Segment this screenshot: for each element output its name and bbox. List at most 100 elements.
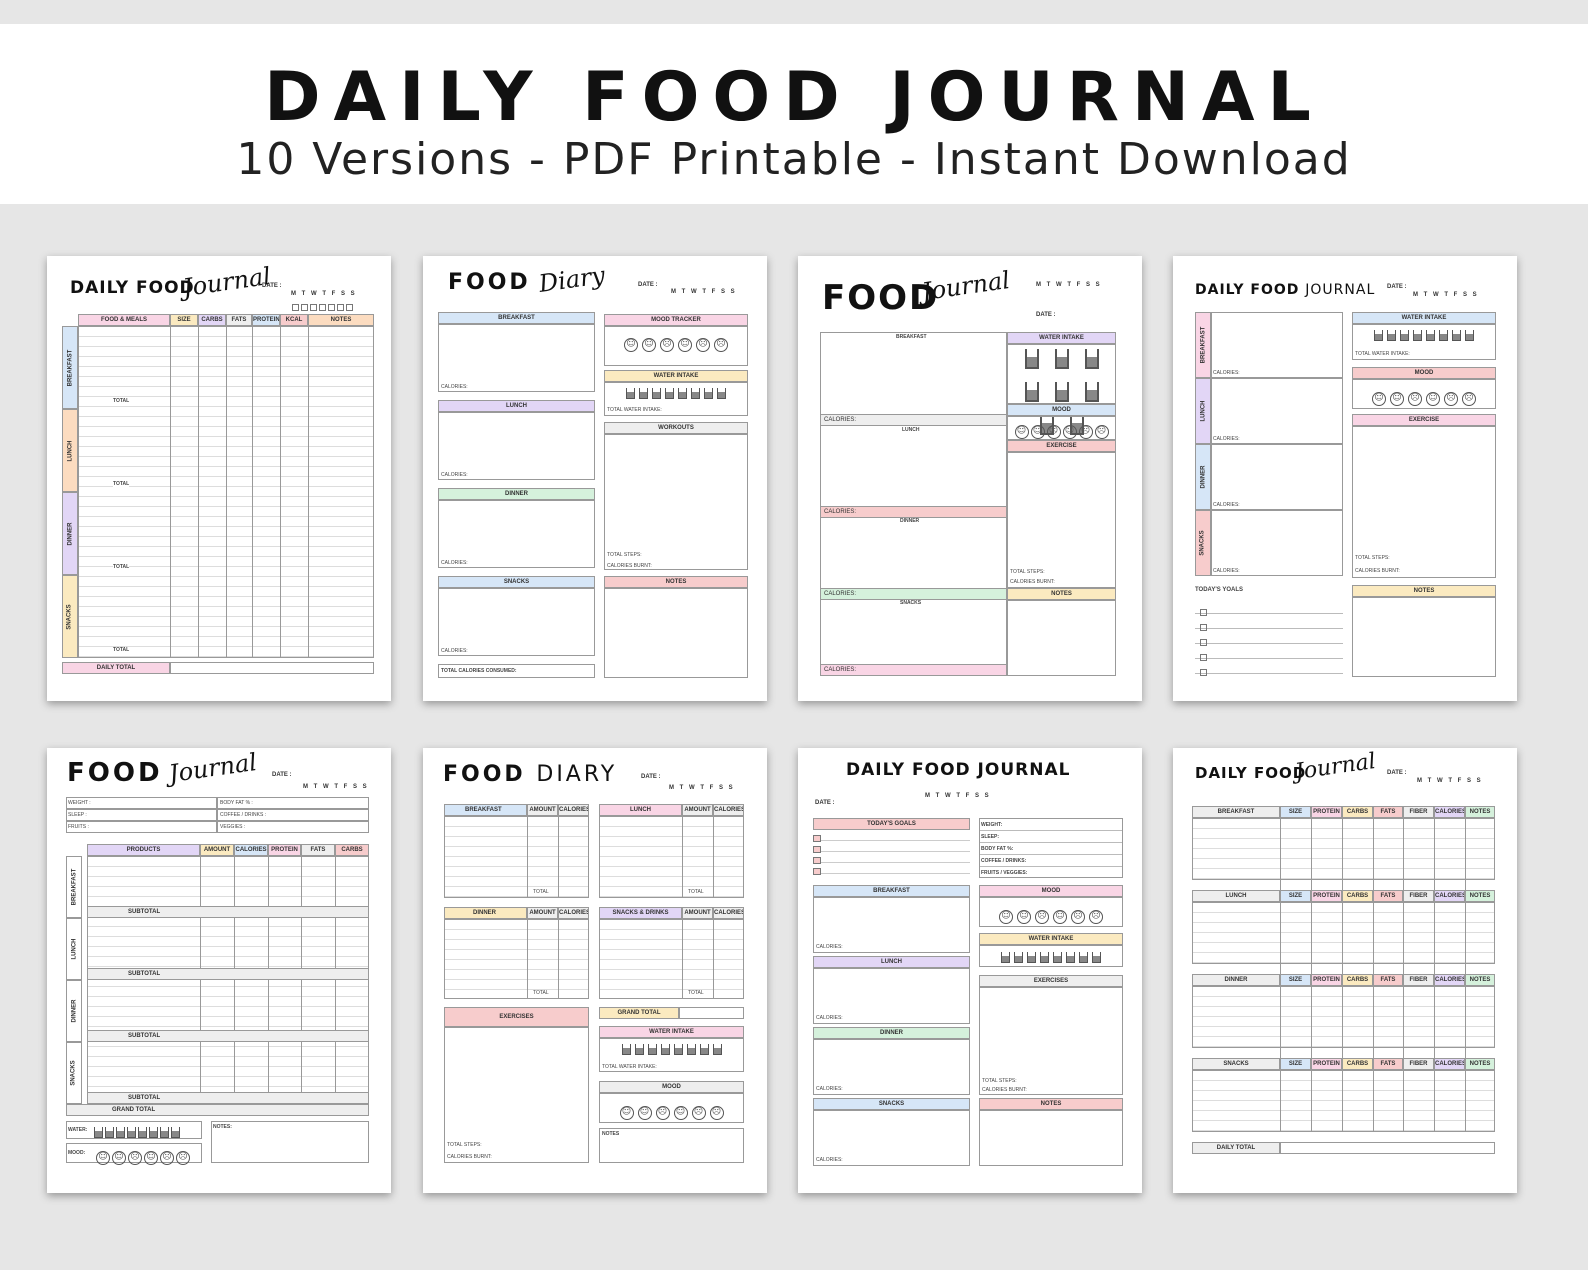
section-breakfast: BREAKFAST: [62, 326, 78, 409]
card-script-title: Diary: [537, 261, 607, 298]
label: FATS: [1373, 806, 1403, 818]
label: EXERCISES: [444, 1007, 589, 1027]
col-header: FATS: [226, 314, 252, 326]
label: PROTEIN: [1311, 974, 1342, 986]
weekday-labels: M T W T F S S: [669, 785, 735, 791]
preview-card-8: DAILY FOOD Journal DATE : M T W T F S S …: [1173, 748, 1517, 1193]
section-header: WORKOUTS: [604, 422, 748, 434]
weekday-checkboxes: [291, 298, 354, 316]
label: CALORIES: [558, 804, 589, 816]
label: MOOD: [979, 885, 1123, 897]
label: CALORIES:: [816, 944, 843, 950]
label: CALORIES: [1434, 1058, 1465, 1070]
label: TOTAL STEPS:: [447, 1142, 482, 1148]
preview-card-5: FOOD Journal DATE : M T W T F S S WEIGHT…: [47, 748, 391, 1193]
section-dinner: DINNER: [62, 492, 78, 575]
section-header: WATER INTAKE: [604, 370, 748, 382]
label: DAILY TOTAL: [1192, 1142, 1280, 1154]
label: CALORIES:: [820, 588, 1007, 600]
weekday-labels: M T W T F S S: [1417, 778, 1483, 784]
label: CALORIES BURNT:: [607, 563, 652, 569]
label: AMOUNT: [682, 907, 713, 919]
label: DINNER: [444, 907, 527, 919]
date-label: DATE :: [1036, 312, 1056, 318]
section-header: BREAKFAST: [438, 312, 595, 324]
label: DINNER: [813, 1027, 970, 1039]
label: CALORIES:: [816, 1015, 843, 1021]
label: CALORIES: [713, 804, 744, 816]
date-label: DATE :: [1387, 284, 1407, 290]
label: SIZE: [1280, 806, 1311, 818]
label: MOOD:: [68, 1150, 86, 1156]
label: SLEEP :: [68, 812, 87, 818]
preview-card-6: FOOD DIARY DATE : M T W T F S S BREAKFAS…: [423, 748, 767, 1193]
section-snacks: SNACKS: [62, 575, 78, 658]
label: CALORIES: [1434, 974, 1465, 986]
label: SUBTOTAL: [87, 906, 369, 918]
mood-faces: ☺ ☺ ☹ ☺ ☹ ☹: [1352, 379, 1496, 409]
water-cups: [1007, 344, 1116, 435]
label: WEIGHT :: [68, 800, 91, 806]
card-title: DAILY FOOD JOURNAL: [846, 760, 1071, 780]
label: NOTES: [1465, 890, 1495, 902]
section-header: NOTES: [604, 576, 748, 588]
label: DINNER: [67, 521, 74, 546]
date-label: DATE :: [638, 282, 658, 288]
label: DINNER: [1192, 974, 1280, 986]
label: CALORIES:: [1213, 568, 1240, 574]
label: DINNER: [900, 518, 920, 524]
label: BREAKFAST: [67, 349, 74, 386]
label: FIBER: [1403, 806, 1434, 818]
label: CALORIES:: [816, 1157, 843, 1163]
weekday-labels: M T W T F S S: [925, 793, 991, 799]
label: CARBS: [1342, 890, 1373, 902]
section-header: EXERCISE: [1007, 440, 1116, 452]
label: TOTAL: [533, 990, 549, 996]
section-header: DINNER: [438, 488, 595, 500]
food-log-grid: [87, 856, 369, 1104]
label: SNACKS: [900, 600, 922, 606]
section-header: NOTES: [1352, 585, 1496, 597]
mood-faces: ☺ ☺ ☹ ☺ ☹ ☹: [95, 1146, 191, 1165]
total-calories-label: TOTAL CALORIES CONSUMED:: [441, 668, 517, 674]
label: BODY FAT % :: [220, 800, 253, 806]
label: BREAKFAST: [444, 804, 527, 816]
weekday-labels: M T W T F S S: [671, 289, 737, 295]
label: SNACKS: [813, 1098, 970, 1110]
label: EXERCISES: [979, 975, 1123, 987]
label: PROTEIN: [1311, 890, 1342, 902]
label: WEIGHT:: [981, 822, 1003, 828]
label: PROTEIN: [268, 844, 301, 856]
label: CALORIES:: [1213, 370, 1240, 376]
label: BODY FAT %:: [981, 846, 1014, 852]
preview-card-2: FOOD Diary DATE : M T W T F S S BREAKFAS…: [423, 256, 767, 701]
card-title: DAILY FOOD: [70, 278, 195, 298]
banner: DAILY FOOD JOURNAL 10 Versions - PDF Pri…: [0, 24, 1588, 204]
banner-title: DAILY FOOD JOURNAL: [264, 58, 1324, 137]
col-header: KCAL: [280, 314, 308, 326]
section-header: MOOD: [1352, 367, 1496, 379]
label: LUNCH: [1200, 400, 1206, 422]
date-label: DATE :: [272, 772, 292, 778]
label: DINNER: [1200, 465, 1207, 489]
daily-total-row: [170, 662, 374, 674]
label: LUNCH: [71, 938, 77, 960]
date-label: DATE :: [1387, 770, 1407, 776]
label: WATER INTAKE: [599, 1026, 744, 1038]
label: CARBS: [1342, 1058, 1373, 1070]
card-title: DAILY FOOD: [1195, 764, 1307, 782]
daily-total-label: DAILY TOTAL: [62, 662, 170, 674]
label: PROTEIN: [1311, 806, 1342, 818]
label: GRAND TOTAL: [599, 1007, 679, 1019]
preview-card-4: DAILY FOOD JOURNAL DATE : M T W T F S S …: [1173, 256, 1517, 701]
card-title: DAILY FOOD JOURNAL: [1195, 282, 1375, 298]
weekday-labels: M T W T F S S: [291, 291, 357, 297]
label: SIZE: [1280, 1058, 1311, 1070]
label: TODAY'S GOALS: [813, 818, 970, 830]
water-cups: [1352, 324, 1496, 360]
label: CALORIES:: [1213, 436, 1240, 442]
section-header: WATER INTAKE: [1352, 312, 1496, 324]
col-header: SIZE: [170, 314, 198, 326]
label: FRUITS :: [68, 824, 89, 830]
label: CALORIES: [234, 844, 268, 856]
